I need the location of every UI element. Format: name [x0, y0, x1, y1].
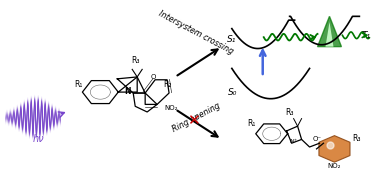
Text: R₃: R₃ — [352, 134, 361, 143]
Text: NO₂: NO₂ — [164, 105, 178, 111]
Text: R₃: R₃ — [285, 108, 294, 117]
Polygon shape — [319, 136, 350, 162]
Text: NO₂: NO₂ — [328, 163, 341, 169]
Text: N⁺: N⁺ — [290, 139, 297, 144]
Text: T₁: T₁ — [361, 31, 370, 40]
Text: ✕: ✕ — [187, 113, 199, 128]
Text: N: N — [124, 87, 130, 96]
Text: Ring opening: Ring opening — [170, 101, 222, 134]
Text: S₀: S₀ — [228, 88, 237, 97]
Polygon shape — [318, 16, 341, 47]
Text: R₂: R₂ — [163, 80, 171, 89]
Text: hν: hν — [33, 134, 44, 144]
Text: O⁻: O⁻ — [313, 136, 322, 142]
Text: S₁: S₁ — [227, 35, 237, 44]
Polygon shape — [325, 22, 333, 47]
Text: O: O — [150, 74, 156, 80]
Text: R₁: R₁ — [74, 80, 83, 89]
Text: Intersystem crossing: Intersystem crossing — [157, 9, 235, 56]
Text: R₁: R₁ — [248, 119, 256, 128]
Text: R₃: R₃ — [131, 56, 139, 65]
